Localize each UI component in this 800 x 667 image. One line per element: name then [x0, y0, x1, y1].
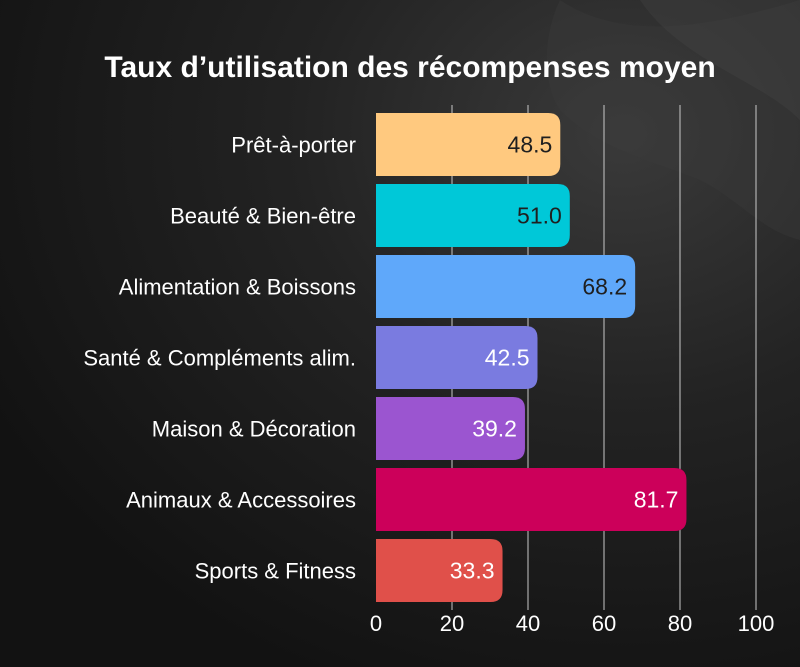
- x-tick-label: 60: [592, 611, 616, 636]
- bar-value-label: 42.5: [485, 345, 530, 371]
- bar-value-label: 33.3: [450, 558, 495, 584]
- bar: [376, 539, 503, 602]
- x-tick-label: 80: [668, 611, 692, 636]
- x-tick-label: 40: [516, 611, 540, 636]
- x-axis: 0 20 40 60 80 100 Prêt-à-porter Beauté & Bien-ê…: [83, 133, 774, 637]
- x-tick-label: 20: [440, 611, 464, 636]
- bar: [376, 468, 687, 531]
- bar-value-label: 51.0: [517, 203, 562, 229]
- bar: [376, 397, 525, 460]
- y-category-label: Prêt-à-porter: [231, 133, 356, 158]
- bar-value-label: 48.5: [508, 132, 553, 158]
- bar: [376, 326, 538, 389]
- y-category-label: Sports & Fitness: [195, 559, 356, 584]
- bar-value-label: 39.2: [472, 416, 517, 442]
- x-tick-label: 100: [738, 611, 775, 636]
- bar: [376, 113, 561, 176]
- bar-value-label: 81.7: [634, 487, 679, 513]
- y-category-label: Santé & Compléments alim.: [83, 346, 356, 371]
- y-category-label: Alimentation & Boissons: [119, 275, 356, 300]
- x-tick-label: 0: [370, 611, 382, 636]
- chart-title: Taux d’utilisation des récompenses moyen: [104, 51, 715, 84]
- bar: [376, 255, 636, 318]
- background-shape: [640, 0, 800, 120]
- bars: 48.5 51.0 68.2 42.5 39.2 81.7 33.3: [376, 113, 687, 602]
- background-shape: [546, 0, 800, 240]
- y-category-label: Beauté & Bien-être: [170, 204, 356, 229]
- y-category-label: Animaux & Accessoires: [126, 488, 356, 513]
- bar: [376, 184, 570, 247]
- y-category-label: Maison & Décoration: [152, 417, 356, 442]
- bar-value-label: 68.2: [582, 274, 627, 300]
